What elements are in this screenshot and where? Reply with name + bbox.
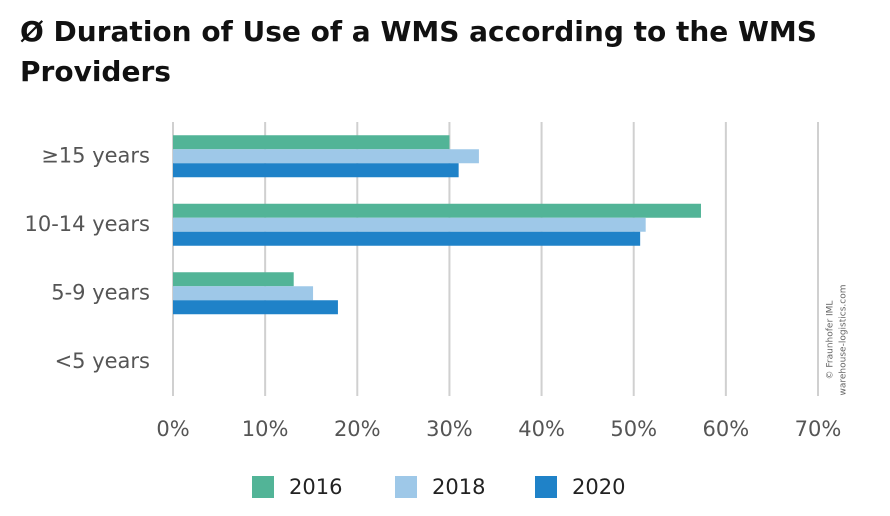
bar [173,286,314,301]
legend-label: 2020 [572,475,625,499]
x-tick-label: 10% [242,417,289,441]
bar [173,272,294,287]
bar [173,300,338,315]
y-tick-label: <5 years [55,349,150,373]
x-tick-label: 20% [334,417,381,441]
bar [173,231,641,246]
y-tick-label: 10-14 years [25,212,151,236]
y-tick-label: 5-9 years [51,280,150,304]
x-tick-label: 40% [518,417,565,441]
x-tick-label: 60% [703,417,750,441]
copyright: warehouse-logistics.com [839,285,849,396]
legend-label: 2016 [289,475,342,499]
x-tick-label: 30% [426,417,473,441]
x-tick-label: 70% [795,417,842,441]
legend-swatch [535,476,557,498]
bar [173,149,479,164]
x-tick-label: 0% [156,417,189,441]
legend-swatch [395,476,417,498]
bar [173,217,646,232]
legend-label: 2018 [432,475,485,499]
legend-swatch [252,476,274,498]
bar [173,203,701,218]
chart-title: Ø Duration of Use of a WMS according to … [20,15,817,88]
x-tick-label: 50% [610,417,657,441]
bar [173,163,459,178]
copyright: © Fraunhofer IML [826,301,836,380]
bar [173,135,450,150]
y-tick-label: ≥15 years [41,143,150,167]
